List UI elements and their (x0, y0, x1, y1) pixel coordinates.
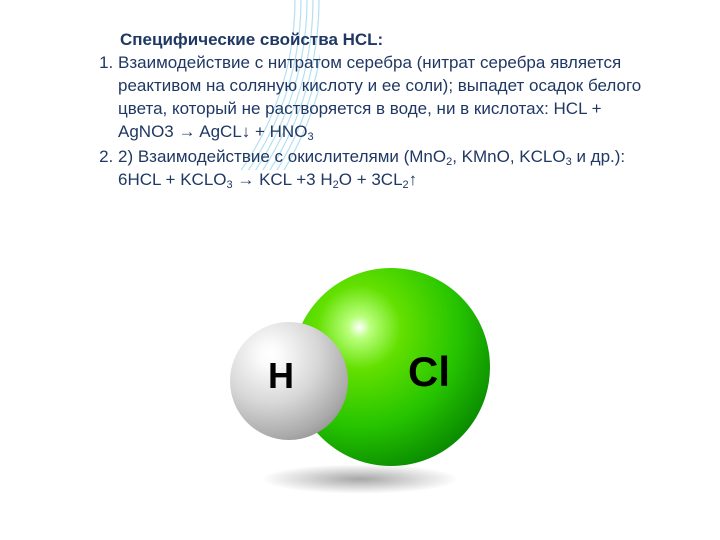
molecule-shadow (260, 464, 460, 494)
hydrogen-label: H (268, 355, 294, 397)
hcl-molecule-diagram: Cl H (230, 260, 490, 500)
property-list: Взаимодействие с нитратом серебра (нитра… (90, 52, 650, 192)
list-item: 2) Взаимодействие с окислителями (MnO2, … (118, 146, 650, 192)
slide-content: Специфические свойства HCL: Взаимодейств… (90, 30, 650, 194)
slide-title: Специфические свойства HCL: (120, 30, 650, 50)
chlorine-label: Cl (408, 348, 450, 396)
list-item: Взаимодействие с нитратом серебра (нитра… (118, 52, 650, 144)
